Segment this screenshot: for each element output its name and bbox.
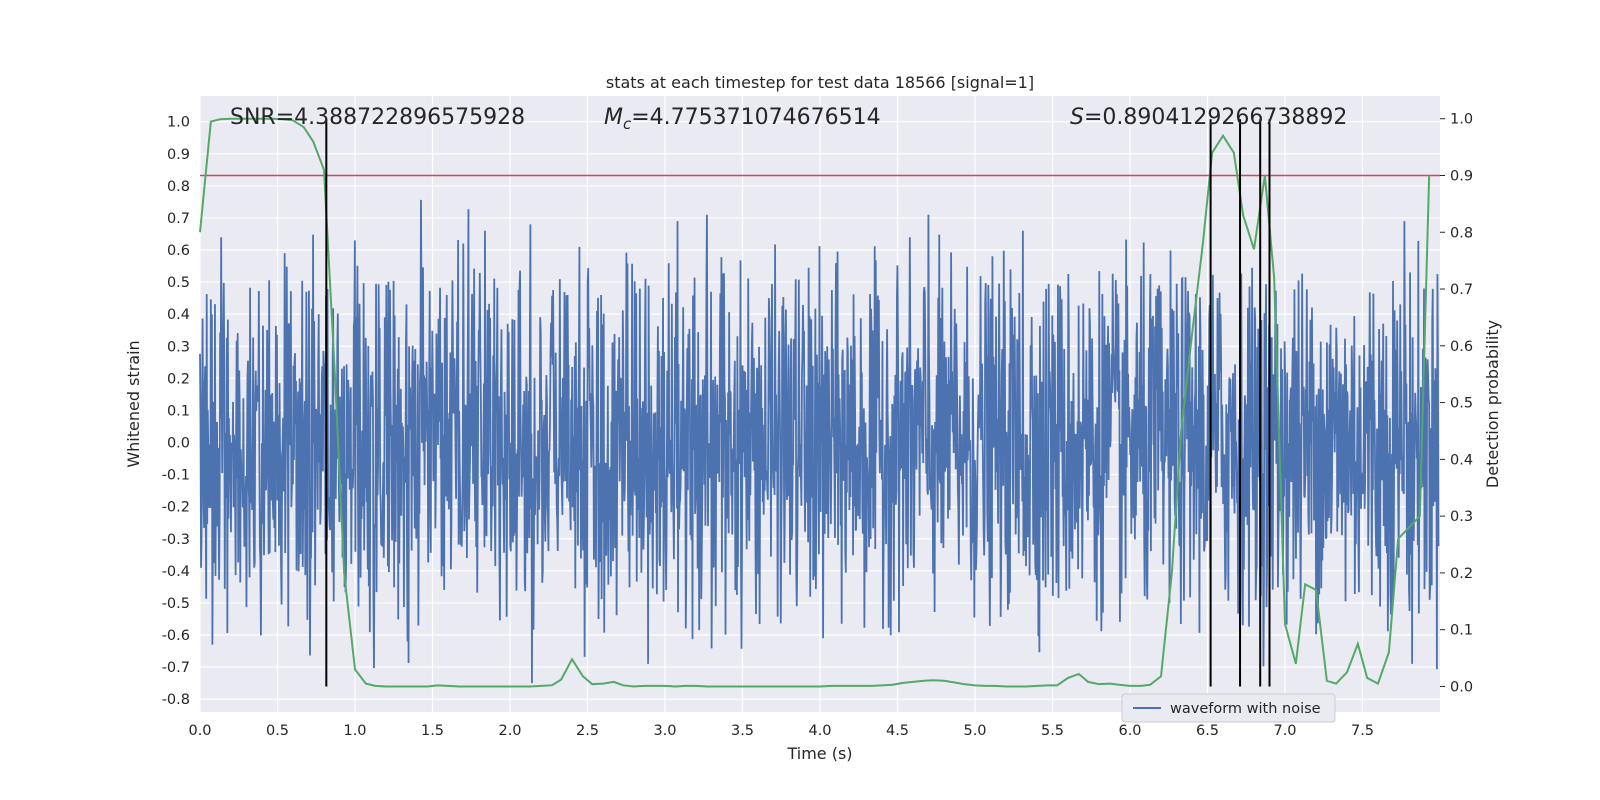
x-tick-label: 6.5 [1196, 723, 1219, 739]
y2-tick-label: 0.6 [1450, 339, 1473, 355]
s-value: =0.8904129266738892 [1084, 105, 1347, 130]
y2-tick-label: 0.4 [1450, 452, 1473, 468]
y-tick-label: -0.5 [162, 596, 190, 612]
x-tick-label: 6.0 [1118, 723, 1141, 739]
x-tick-label: 4.5 [886, 723, 909, 739]
y2-tick-label: 0.2 [1450, 566, 1473, 582]
x-axis-label: Time (s) [786, 744, 852, 763]
y2-tick-label: 0.5 [1450, 396, 1473, 412]
x-tick-label: 5.0 [963, 723, 986, 739]
detection-probability-line [199, 117, 1431, 688]
legend: waveform with noise [1121, 693, 1336, 723]
s-symbol: S [1070, 105, 1084, 130]
y-axis-label: Whitened strain [124, 340, 143, 467]
x-tick-label: 1.0 [343, 723, 366, 739]
y-tick-label: -0.2 [162, 500, 190, 516]
y-tick-label: 0.1 [167, 403, 190, 419]
y-tick-label: 0.0 [167, 436, 190, 452]
x-tick-label: 3.0 [653, 723, 676, 739]
legend-label-waveform: waveform with noise [1170, 701, 1321, 717]
snr-annotation: SNR=4.388722896575928 [230, 105, 525, 130]
y-tick-label: 0.7 [167, 211, 190, 227]
x-tick-label: 3.5 [731, 723, 754, 739]
y2-tick-label: 0.3 [1450, 509, 1473, 525]
y-tick-label: -0.3 [162, 532, 190, 548]
x-tick-label: 4.0 [808, 723, 831, 739]
y2-tick-label: 0.9 [1450, 168, 1473, 184]
chirp-mass-annotation: Mc=4.775371074676514 [604, 105, 881, 133]
event-markers [325, 119, 1271, 687]
x-tick-label: 2.0 [498, 723, 521, 739]
chirp-mass-symbol: M [604, 105, 623, 130]
y-tick-label: 0.8 [167, 179, 190, 195]
x-tick-label: 7.5 [1351, 723, 1374, 739]
x-tick-label: 1.5 [421, 723, 444, 739]
legend-box [1121, 693, 1336, 723]
y-tick-label: 1.0 [167, 115, 190, 131]
y2-tick-label: 0.8 [1450, 225, 1473, 241]
y-tick-label: 0.9 [167, 147, 190, 163]
y-tick-label: 0.3 [167, 339, 190, 355]
y-tick-label: 0.5 [167, 275, 190, 291]
chart-title: stats at each timestep for test data 185… [606, 73, 1034, 92]
y2-tick-label: 0.1 [1450, 623, 1473, 639]
y-tick-label: -0.8 [162, 692, 190, 708]
y-tick-label: -0.4 [162, 564, 190, 580]
y2-tick-label: 0.0 [1450, 679, 1473, 695]
y-tick-label: -0.6 [162, 628, 190, 644]
x-tick-label: 0.5 [266, 723, 289, 739]
waveform-with-noise-line [199, 199, 1440, 684]
y-tick-label: 0.2 [167, 371, 190, 387]
y-tick-label: -0.1 [162, 468, 190, 484]
y2-tick-label: 0.7 [1450, 282, 1473, 298]
y2-tick-label: 1.0 [1450, 112, 1473, 128]
axis-ticks: 0.0 0.5 1.0 1.5 2.0 2.5 3.0 3.5 4.0 4.5 5.0 5.5 6.0 6… [162, 112, 1473, 739]
waveform-with-noise-series [199, 199, 1440, 684]
y2-axis-label: Detection probability [1483, 320, 1502, 488]
x-tick-label: 5.5 [1041, 723, 1064, 739]
chirp-mass-value: =4.775371074676514 [631, 105, 880, 130]
x-tick-label: 7.0 [1273, 723, 1296, 739]
x-tick-label: 2.5 [576, 723, 599, 739]
y-tick-label: -0.7 [162, 660, 190, 676]
detection-probability-series [199, 117, 1431, 688]
y-tick-label: 0.4 [167, 307, 190, 323]
y-tick-label: 0.6 [167, 243, 190, 259]
x-tick-label: 0.0 [188, 723, 211, 739]
chirp-mass-subscript: c [623, 115, 632, 133]
s-annotation: S=0.8904129266738892 [1070, 105, 1347, 130]
